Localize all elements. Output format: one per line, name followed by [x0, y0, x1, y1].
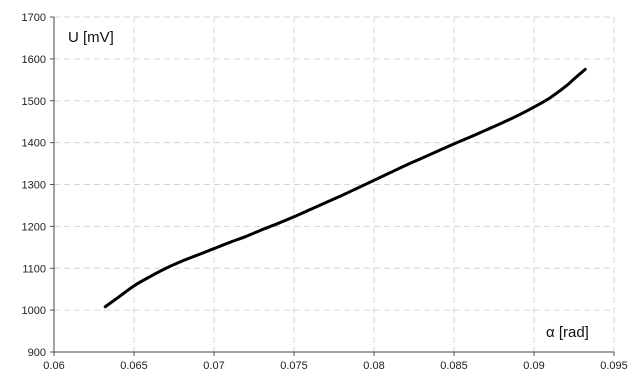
data-point — [118, 297, 119, 298]
data-point — [166, 268, 167, 269]
y-tick-label: 1600 — [22, 54, 46, 66]
data-point — [470, 137, 471, 138]
x-tick-label: 0.075 — [280, 360, 308, 372]
grid-lines — [54, 16, 615, 352]
data-point — [310, 209, 311, 210]
data-point — [246, 236, 247, 237]
data-point — [294, 216, 295, 217]
y-tick-label: 1500 — [22, 96, 46, 108]
data-point — [486, 130, 487, 131]
data-point — [390, 172, 391, 173]
data-point — [105, 306, 106, 307]
data-point — [374, 180, 375, 181]
data-point — [230, 242, 231, 243]
x-tick-label: 0.095 — [600, 360, 628, 372]
series-line-0 — [103, 67, 587, 309]
data-point — [214, 248, 215, 249]
data-point — [182, 261, 183, 262]
x-tick-label: 0.09 — [523, 360, 544, 372]
y-tick-label: 1700 — [22, 12, 46, 24]
data-point — [406, 165, 407, 166]
data-point — [198, 254, 199, 255]
x-tick-label: 0.08 — [363, 360, 384, 372]
y-tick-label: 1100 — [22, 263, 46, 275]
data-point — [134, 285, 135, 286]
y-axis-label: U [mV] — [68, 29, 114, 46]
data-point — [150, 276, 151, 277]
x-axis-label: α [rad] — [546, 324, 589, 341]
x-tick-label: 0.085 — [440, 360, 468, 372]
data-point — [454, 143, 455, 144]
data-point — [342, 195, 343, 196]
data-point — [550, 97, 551, 98]
data-point — [585, 69, 586, 70]
data-point — [502, 122, 503, 123]
x-tick-label: 0.065 — [120, 360, 148, 372]
y-tick-label: 1400 — [22, 138, 46, 150]
series-layer — [103, 67, 587, 309]
data-point — [534, 107, 535, 108]
data-point — [262, 229, 263, 230]
tick-labels: 900 1000 1100 1200 1300 1400 1500 1600 1700 0.06 0… — [22, 12, 628, 372]
data-point — [326, 202, 327, 203]
x-tick-label: 0.07 — [203, 360, 224, 372]
y-tick-label: 1000 — [22, 305, 46, 317]
data-point — [422, 158, 423, 159]
axes — [50, 16, 615, 356]
data-point — [278, 223, 279, 224]
x-tick-label: 0.06 — [43, 360, 64, 372]
y-tick-label: 1300 — [22, 180, 46, 192]
data-point — [358, 187, 359, 188]
data-point — [438, 151, 439, 152]
y-tick-label: 900 — [28, 347, 46, 359]
data-point — [518, 115, 519, 116]
data-point — [574, 78, 575, 79]
y-tick-label: 1200 — [22, 221, 46, 233]
data-point — [566, 86, 567, 87]
